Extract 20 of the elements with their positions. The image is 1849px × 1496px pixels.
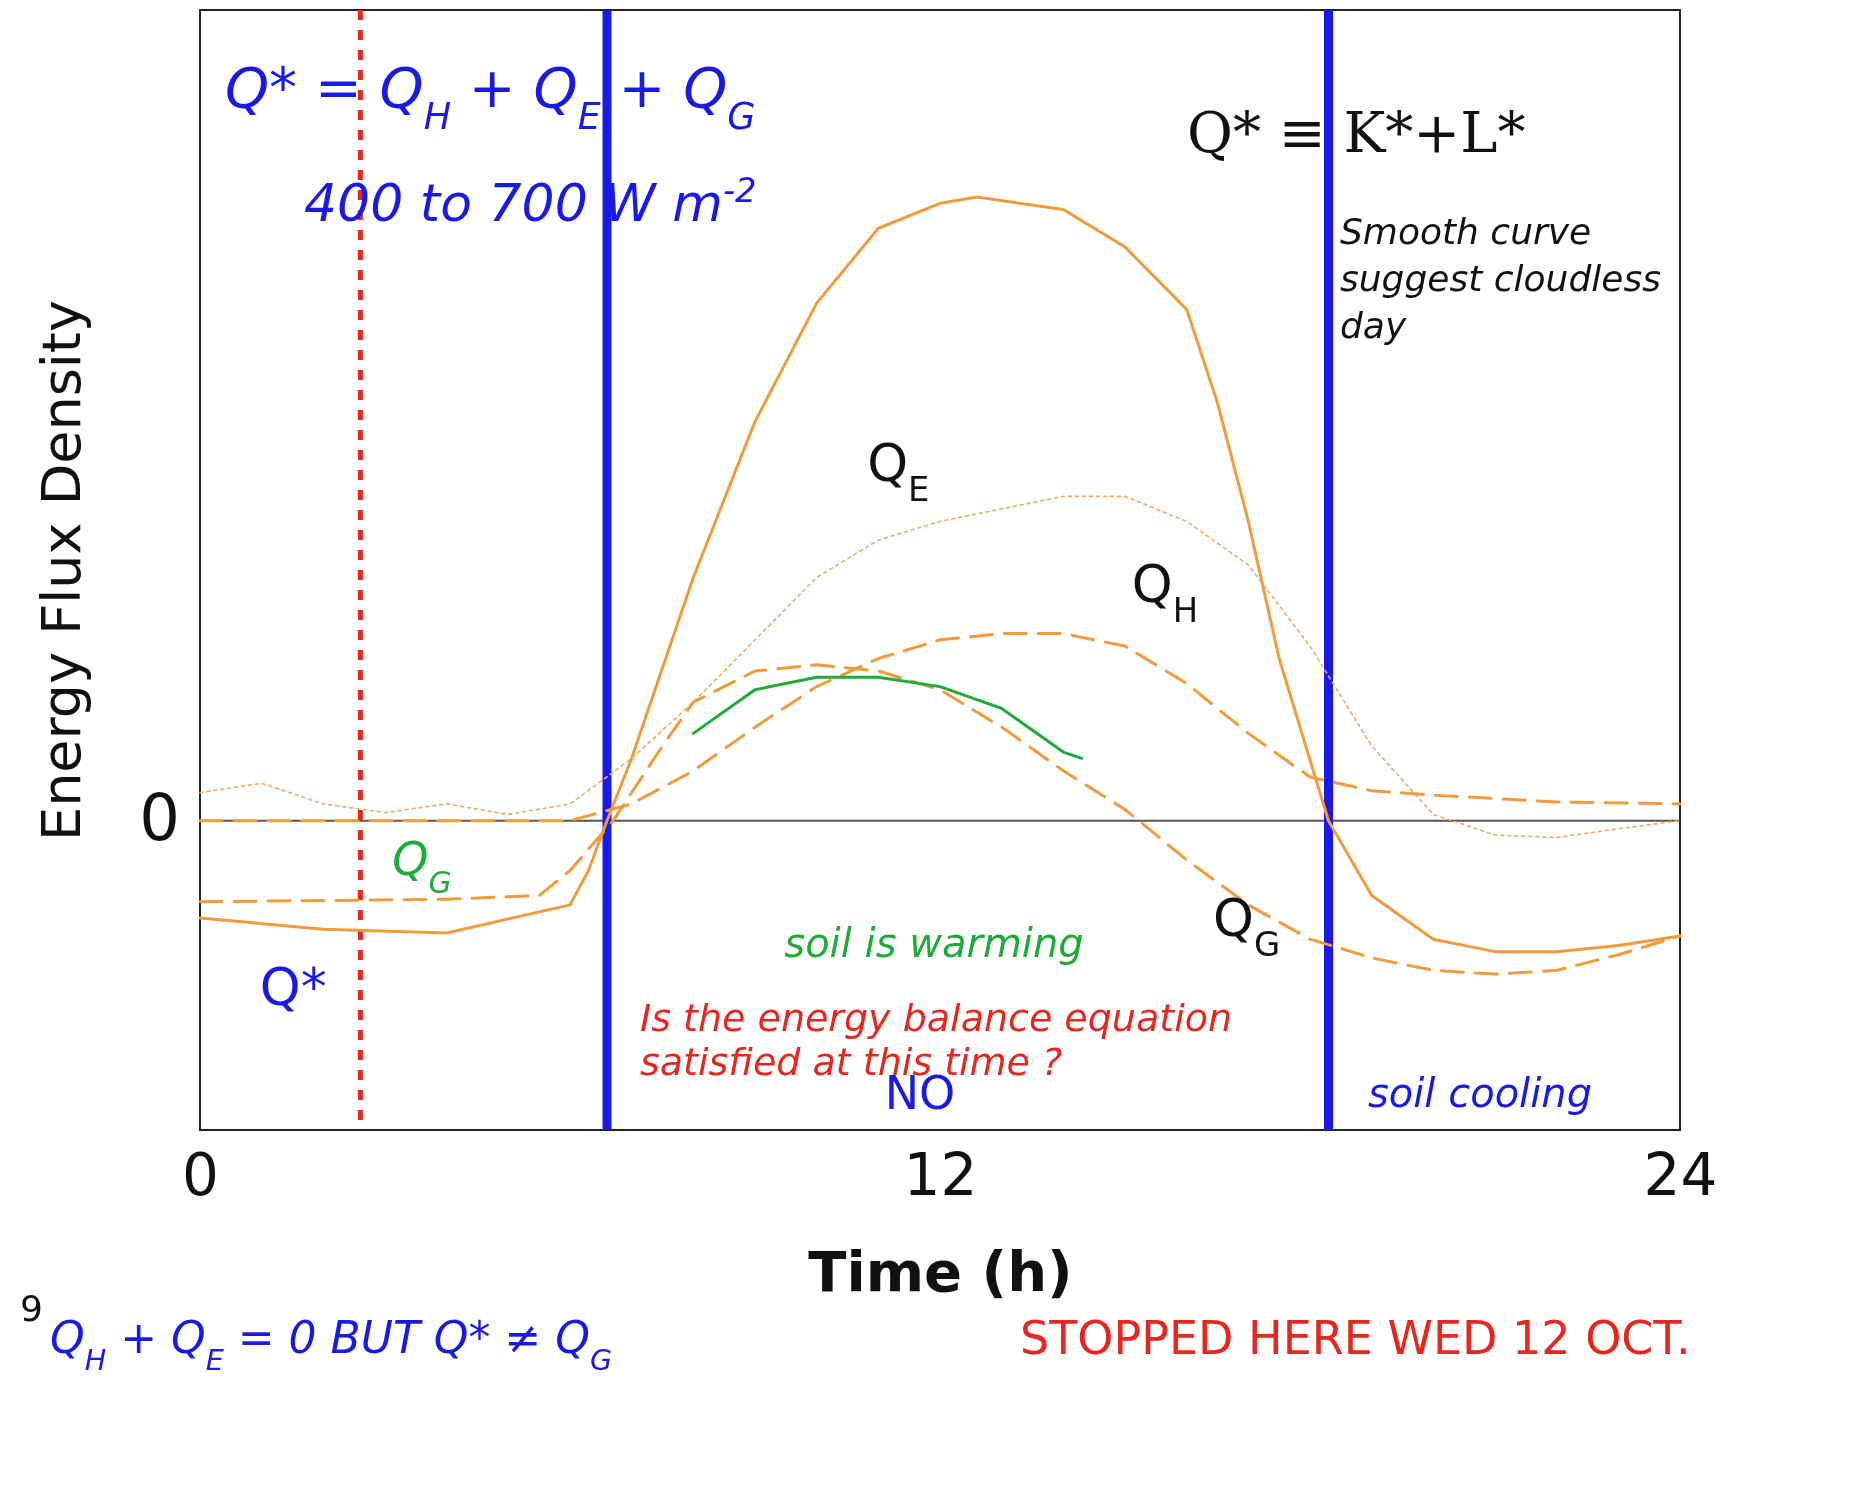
y-axis-title: Energy Flux Density [29,300,93,841]
annotation: Smooth curve suggest cloudless day [1340,211,1661,346]
series-label: Q$_{E}$ [867,433,930,509]
x-tick-label: 24 [1643,1140,1718,1209]
text: STOPPED HERE WED 12 OCT. [1020,1311,1691,1365]
annotation: Q$_{G}$ [392,832,452,900]
x-tick-label: 12 [903,1140,978,1209]
series-label: Q* [259,957,327,1018]
text: soil cooling [1367,1070,1593,1116]
text: Q* = Q$_{H}$ + Q$_{E}$ + Q$_{G}$ [225,55,756,138]
x-tick-label: 0 [182,1140,219,1209]
text: 0 [139,780,180,855]
annotation: soil is warming [784,920,1084,966]
annotation: 400 to 700 W m$^{-2}$ [304,170,757,233]
x-axis-title: Time (h) [808,1238,1073,1304]
series-label: Q$_{H}$ [1131,554,1199,630]
text: Q* ≡ K*+L* [1187,100,1526,165]
text: 9 [20,1288,43,1329]
series-label: Q$_{G}$ [1213,887,1281,964]
text: Q$_{H}$ + Q$_{E}$ = 0 BUT Q* ≠ Q$_{G}$ [50,1312,613,1377]
